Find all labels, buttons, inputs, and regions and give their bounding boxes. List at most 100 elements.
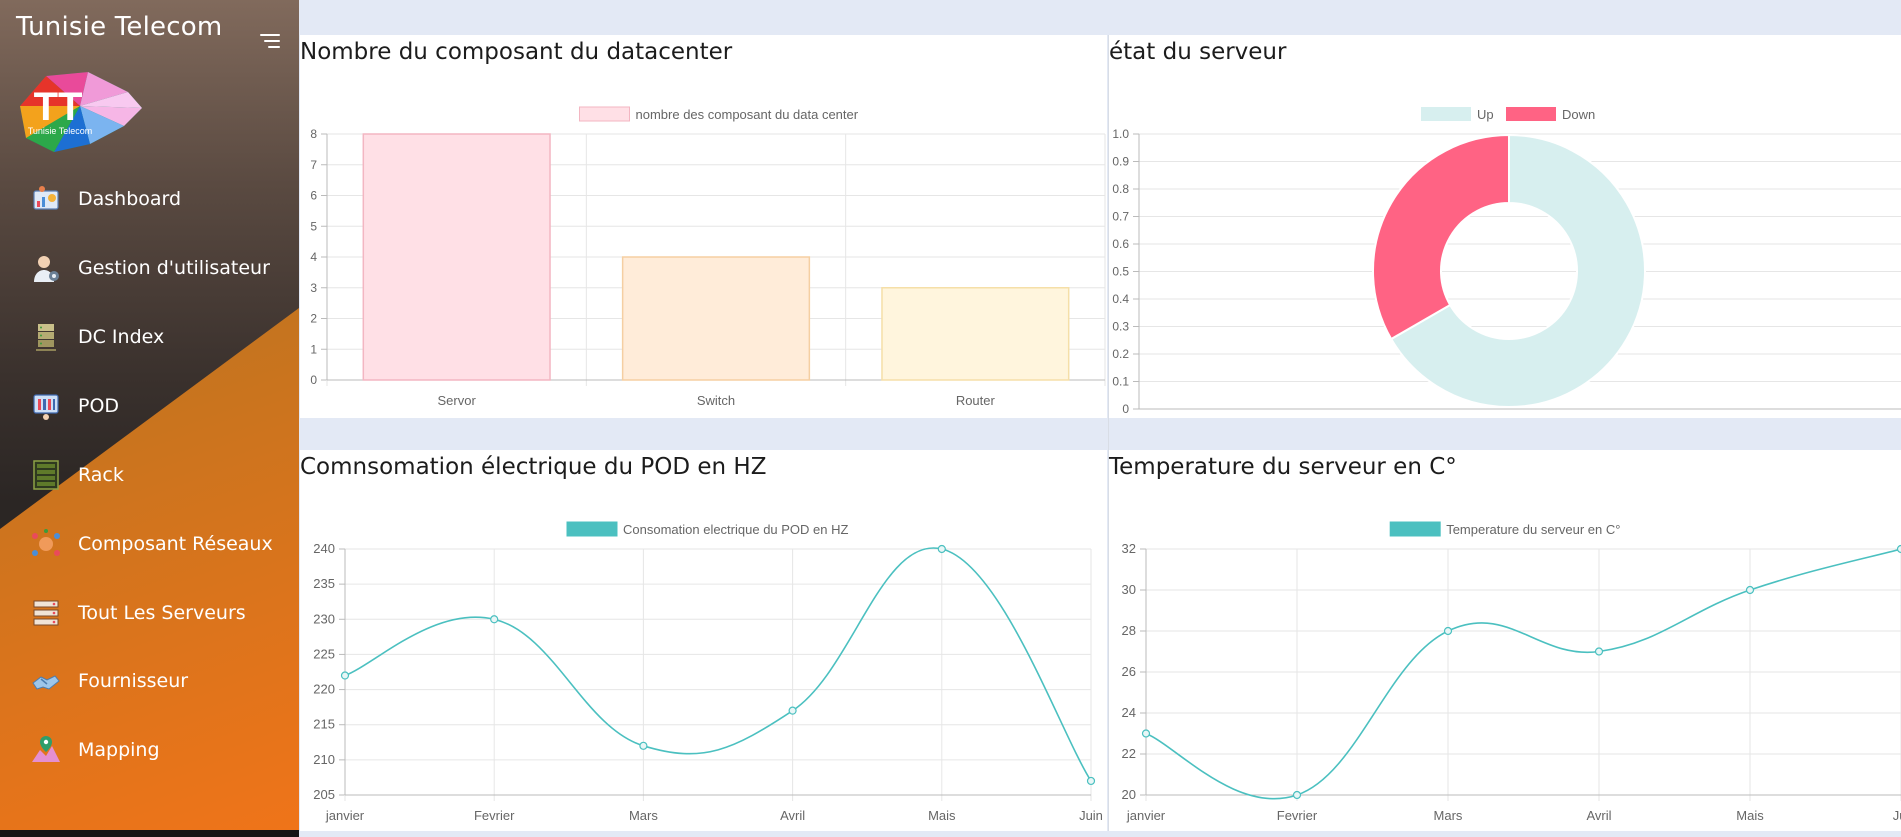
data-point (1443, 626, 1453, 636)
y-tick-label: 8 (310, 127, 317, 141)
legend-label: Down (1562, 107, 1595, 122)
x-tick-label: Mars (629, 808, 658, 823)
y-tick-label: 240 (313, 541, 335, 556)
menu-toggle-icon[interactable] (258, 32, 280, 50)
nav-label: Composant Réseaux (78, 533, 273, 555)
nav-item-fournisseur[interactable]: Fournisseur (30, 661, 294, 701)
legend-swatch (566, 521, 618, 537)
x-tick-label: Mais (1736, 808, 1764, 823)
chart-datacenter-components: nombre des composant du data center 0 1 2 3 4… (310, 106, 1106, 408)
x-tick-label: Switch (697, 393, 735, 408)
bar (362, 133, 551, 381)
panel-title: Temperature du serveur en C° (1109, 454, 1457, 480)
legend-swatch (1389, 521, 1441, 537)
y-tick-label: 0.7 (1112, 210, 1129, 224)
y-tick-label: 22 (1122, 746, 1136, 761)
chart-server-temperature: Temperature du serveur en C° 20 22 24 26 28 30… (1122, 521, 1901, 823)
app-title: Tunisie Telecom (16, 12, 223, 42)
legend-label: Up (1477, 107, 1494, 122)
panel-server-temperature: Temperature du serveur en C° Temperature… (1109, 450, 1901, 831)
doughnut-slice (1389, 133, 1646, 408)
y-tick-label: 3 (310, 281, 317, 295)
y-tick-label: 205 (313, 787, 335, 802)
y-tick-label: 225 (313, 646, 335, 661)
y-tick-label: 2 (310, 312, 317, 326)
y-tick-label: 5 (310, 219, 317, 233)
y-tick-label: 220 (313, 682, 335, 697)
y-tick-label: 0.4 (1112, 292, 1129, 306)
y-tick-label: 0 (1122, 402, 1129, 416)
y-tick-label: 28 (1122, 623, 1136, 638)
x-tick-label: janvier (1126, 808, 1166, 823)
data-point (1141, 729, 1151, 738)
y-tick-label: 210 (313, 752, 335, 767)
supplier-icon (32, 675, 60, 690)
legend-label: Consomation electrique du POD en HZ (623, 522, 849, 537)
legend-swatch (1506, 107, 1556, 121)
nav-item-tout-les-serveurs[interactable]: Tout Les Serveurs (30, 593, 294, 633)
y-tick-label: 235 (313, 576, 335, 591)
y-tick-label: 7 (310, 158, 317, 172)
nav-label: Mapping (78, 739, 160, 761)
data-point (639, 741, 648, 750)
data-point (490, 615, 499, 624)
panel-title: état du serveur (1109, 39, 1287, 65)
nav-label: Rack (78, 464, 124, 486)
bar (621, 256, 811, 381)
y-tick-label: 30 (1122, 582, 1136, 597)
y-tick-label: 1 (310, 342, 317, 356)
nav-item-dashboard[interactable]: Dashboard (30, 179, 294, 219)
nav-label: POD (78, 395, 120, 417)
panel-datacenter-components: Nombre du composant du datacenter nombre… (300, 35, 1107, 418)
y-tick-label: 26 (1122, 664, 1136, 679)
legend-label: Temperature du serveur en C° (1446, 522, 1620, 537)
x-tick-label: Juin (1079, 808, 1103, 823)
y-tick-label: 215 (313, 717, 335, 732)
dashboard-icon (33, 186, 59, 210)
bar (881, 287, 1070, 381)
x-tick-label: Avril (1586, 808, 1611, 823)
x-tick-label: Avril (780, 808, 805, 823)
data-point (1292, 790, 1302, 800)
data-point (1896, 544, 1901, 554)
nav-item-dc-index[interactable]: DC Index (30, 317, 294, 357)
y-tick-label: 4 (310, 250, 317, 264)
nav-label: Gestion d'utilisateur (78, 257, 270, 279)
y-tick-label: 0.9 (1112, 155, 1129, 169)
nav-item-pod[interactable]: POD (30, 386, 294, 426)
pod-icon (33, 394, 59, 420)
sidebar-bottom-bar (0, 830, 299, 837)
sidebar: Tunisie Telecom TT Tunisie Telecom Dashb… (0, 0, 299, 837)
y-tick-label: 32 (1122, 541, 1136, 556)
panel-title: Comnsomation électrique du POD en HZ (300, 454, 767, 480)
nav-item-rack[interactable]: Rack (30, 455, 294, 495)
tunisie-telecom-logo: TT Tunisie Telecom (20, 72, 142, 152)
data-point (1594, 647, 1604, 656)
chart-server-state: Up Down 0 0.1 0.2 0.3 0.4 0.5 0.6 0.7 0.8 0.9 1.0 (1112, 107, 1901, 416)
data-point (1745, 585, 1755, 595)
logo-text: TT (34, 85, 83, 129)
y-tick-label: 0.3 (1112, 320, 1129, 334)
y-tick-label: 1.0 (1112, 127, 1129, 141)
data-point (937, 544, 946, 554)
y-tick-label: 0.8 (1112, 182, 1129, 196)
y-tick-label: 0.2 (1112, 347, 1129, 361)
nav-item-composant-reseaux[interactable]: Composant Réseaux (30, 524, 294, 564)
nav-label: Fournisseur (78, 670, 189, 692)
y-tick-label: 6 (310, 189, 317, 203)
doughnut-slice (1372, 133, 1510, 341)
y-tick-label: 24 (1122, 705, 1136, 720)
legend-swatch (1421, 107, 1471, 121)
nav-item-mapping[interactable]: Mapping (30, 730, 294, 770)
y-tick-label: 20 (1122, 787, 1136, 802)
datacenter-icon (36, 324, 56, 351)
data-point (788, 706, 797, 715)
x-tick-label: Fevrier (1277, 808, 1318, 823)
y-tick-label: 0 (310, 373, 317, 387)
nav-item-gestion-utilisateur[interactable]: Gestion d'utilisateur (30, 248, 294, 288)
legend-label: nombre des composant du data center (636, 107, 859, 122)
y-tick-label: 0.1 (1112, 375, 1129, 389)
series-line (344, 547, 1092, 782)
y-tick-label: 230 (313, 611, 335, 626)
chart-pod-power: Consomation electrique du POD en HZ 205 21… (313, 521, 1103, 823)
